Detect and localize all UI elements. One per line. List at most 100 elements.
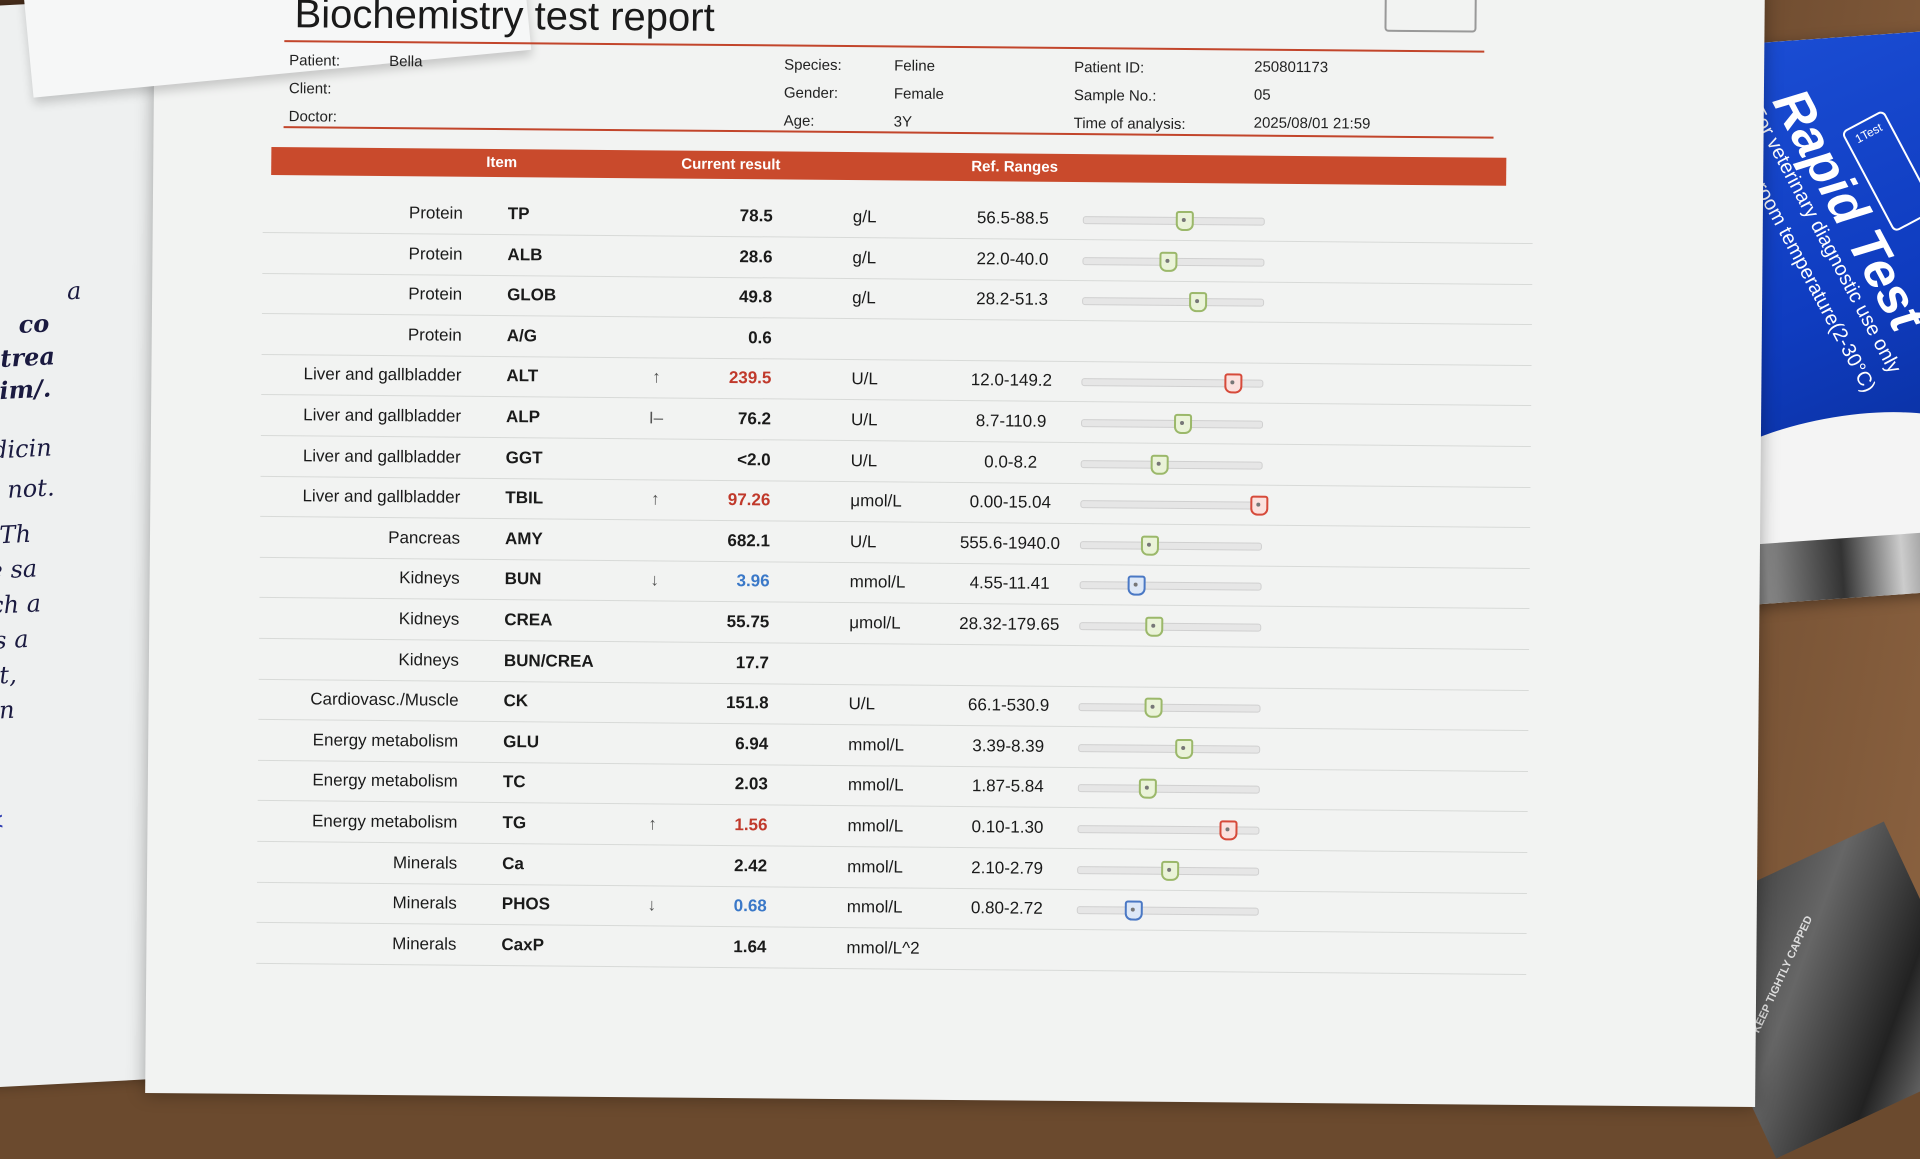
patient-value: Bella [389, 53, 423, 70]
reference-range: 28.2-51.3 [952, 289, 1072, 310]
test-result: 0.68 [687, 896, 767, 917]
range-bar [1077, 866, 1259, 876]
range-marker [1225, 374, 1243, 394]
range-bar [1080, 500, 1262, 510]
test-unit: g/L [852, 288, 876, 308]
test-category: Energy metabolism [258, 730, 458, 752]
test-category: Kidneys [259, 649, 459, 671]
test-code: CK [503, 691, 528, 711]
bg-text-line: Th [0, 520, 32, 550]
test-code: Ca [502, 854, 524, 874]
reference-range [947, 939, 1067, 940]
test-result: 28.6 [692, 246, 772, 267]
range-bar [1083, 216, 1265, 226]
reference-range: 0.00-15.04 [950, 492, 1070, 513]
test-category: Minerals [257, 892, 457, 914]
range-bar [1080, 541, 1262, 551]
test-result: 2.42 [687, 855, 767, 876]
range-bar [1080, 581, 1262, 591]
test-unit: μmol/L [849, 613, 901, 633]
header-result: Current result [681, 156, 780, 174]
test-code: TC [503, 772, 526, 792]
test-result: <2.0 [691, 449, 771, 470]
test-code: TP [508, 204, 530, 224]
test-code: AMY [505, 529, 543, 549]
range-marker [1128, 576, 1146, 596]
range-bar [1079, 622, 1261, 632]
reference-range: 0.0-8.2 [951, 452, 1071, 473]
test-category: Minerals [256, 933, 456, 955]
test-unit: g/L [852, 248, 876, 268]
gender-value: Female [894, 85, 944, 102]
test-category: Pancreas [260, 527, 460, 549]
reference-range [949, 655, 1069, 656]
test-code: ALB [507, 245, 542, 265]
test-category: Kidneys [260, 567, 460, 589]
test-unit: U/L [848, 694, 875, 714]
patient-id-label: Patient ID: [1074, 59, 1144, 77]
reference-range: 1.87-5.84 [948, 776, 1068, 797]
test-unit: U/L [851, 410, 878, 430]
test-unit: U/L [850, 532, 877, 552]
test-unit: mmol/L [847, 897, 903, 917]
bg-text-line: ment, [0, 661, 17, 693]
range-bar [1077, 906, 1259, 916]
range-marker [1174, 414, 1192, 434]
test-result: 2.03 [688, 774, 768, 795]
reference-range: 2.10-2.79 [947, 858, 1067, 879]
reference-range: 0.10-1.30 [947, 817, 1067, 838]
range-marker [1150, 454, 1168, 474]
bg-text-line: a [66, 277, 82, 306]
bg-text-line: shall not. [0, 473, 55, 507]
range-marker [1176, 211, 1194, 231]
result-flag: ↑ [637, 814, 667, 834]
reference-range: 0.80-2.72 [947, 898, 1067, 919]
test-category: Cardiovasc./Muscle [258, 689, 458, 711]
test-unit: mmol/L^2 [846, 938, 919, 959]
test-code: BUN/CREA [504, 651, 594, 672]
test-category: Kidneys [259, 608, 459, 630]
bg-text-line: o the sa [0, 554, 38, 587]
result-flag: ↑ [641, 368, 671, 388]
test-unit: mmol/L [847, 816, 903, 836]
sample-no-value: 05 [1254, 87, 1271, 104]
test-unit: mmol/L [848, 735, 904, 755]
range-bar [1082, 257, 1264, 267]
test-result: 239.5 [691, 368, 771, 389]
range-marker [1175, 739, 1193, 759]
range-bar [1077, 825, 1259, 835]
range-marker [1145, 617, 1163, 637]
client-label: Client: [289, 80, 332, 97]
age-value: 3Y [894, 113, 913, 130]
result-flag: ↓ [637, 895, 667, 915]
reference-range: 66.1-530.9 [948, 695, 1068, 716]
test-category: Liver and gallbladder [261, 405, 461, 427]
test-category: Protein [262, 243, 462, 265]
reference-range: 8.7-110.9 [951, 411, 1071, 432]
range-marker [1125, 901, 1143, 921]
range-marker [1159, 251, 1177, 271]
test-result: 55.75 [689, 612, 769, 633]
range-bar [1082, 297, 1264, 307]
result-flag: ↓ [640, 571, 670, 591]
bg-text-line: medicin [0, 433, 52, 466]
reference-range: 12.0-149.2 [951, 370, 1071, 391]
test-code: GLU [503, 732, 539, 752]
test-category: Liver and gallbladder [260, 486, 460, 508]
range-marker [1144, 698, 1162, 718]
reference-range: 22.0-40.0 [952, 249, 1072, 270]
reference-range [952, 330, 1072, 331]
reference-range: 28.32-179.65 [949, 614, 1069, 635]
test-result: 0.6 [692, 327, 772, 348]
test-category: Energy metabolism [257, 811, 457, 833]
test-result: 1.64 [686, 936, 766, 957]
sample-no-label: Sample No.: [1074, 87, 1157, 105]
test-unit: g/L [853, 207, 877, 227]
test-result: 76.2 [691, 409, 771, 430]
test-code: ALT [506, 366, 538, 386]
range-marker [1251, 496, 1269, 516]
test-category: Protein [262, 324, 462, 346]
range-bar [1081, 419, 1263, 429]
test-category: Liver and gallbladder [261, 364, 461, 386]
result-flag: I– [641, 408, 671, 428]
